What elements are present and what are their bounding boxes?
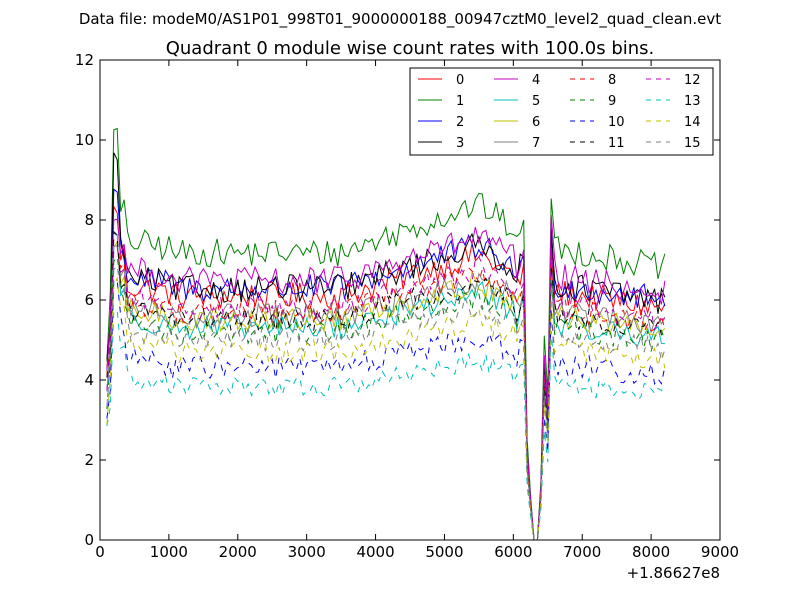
- series-line-14: [106, 276, 666, 541]
- legend-box: [409, 67, 714, 156]
- chart-suptitle: Data file: modeM0/AS1P01_998T01_90000001…: [79, 10, 721, 29]
- axis-ticks: 0 1000 2000 3000 4000 5000 6000 7000 8000 9000 0 2 4…: [75, 51, 739, 561]
- y-tick-label: 8: [84, 211, 94, 229]
- series-line-8: [106, 236, 666, 541]
- x-tick-label: 0: [95, 543, 105, 561]
- series-line-1: [106, 127, 666, 541]
- x-tick-label: 4000: [356, 543, 394, 561]
- x-tick-label: 5000: [425, 543, 463, 561]
- x-offset-label: +1.86627e8: [627, 564, 720, 582]
- x-tick-label: 3000: [288, 543, 326, 561]
- legend-label-7: 7: [532, 136, 540, 151]
- series-line-3: [106, 152, 666, 541]
- legend-label-12: 12: [684, 73, 701, 88]
- series-line-0: [106, 204, 666, 541]
- chart-title: Quadrant 0 module wise count rates with …: [166, 38, 655, 59]
- legend-label-8: 8: [608, 73, 616, 88]
- y-tick-label: 0: [84, 531, 94, 549]
- legend-label-3: 3: [456, 136, 464, 151]
- x-tick-label: 1000: [150, 543, 188, 561]
- series-line-12: [106, 245, 665, 541]
- x-tick-label: 7000: [563, 543, 601, 561]
- x-tick-label: 9000: [701, 543, 739, 561]
- plot-lines: [106, 127, 666, 541]
- legend-label-9: 9: [608, 94, 616, 109]
- legend-label-0: 0: [456, 73, 464, 88]
- y-tick-label: 6: [84, 291, 94, 309]
- y-tick-label: 10: [75, 131, 94, 149]
- series-line-5: [106, 230, 665, 541]
- series-line-11: [106, 230, 666, 541]
- x-tick-label: 2000: [219, 543, 257, 561]
- legend-label-15: 15: [684, 136, 701, 151]
- legend-label-14: 14: [684, 115, 701, 130]
- legend-label-4: 4: [532, 73, 540, 88]
- y-tick-label: 4: [84, 371, 94, 389]
- legend-label-13: 13: [684, 94, 701, 109]
- series-line-6: [106, 240, 666, 541]
- y-tick-label: 12: [75, 51, 94, 69]
- series-line-4: [106, 214, 666, 541]
- legend-label-11: 11: [608, 136, 625, 151]
- legend-label-1: 1: [456, 94, 464, 109]
- series-line-15: [106, 264, 666, 541]
- x-tick-label: 6000: [494, 543, 532, 561]
- y-tick-label: 2: [84, 451, 94, 469]
- legend-label-5: 5: [532, 94, 540, 109]
- legend-label-2: 2: [456, 115, 464, 130]
- series-line-2: [106, 188, 666, 541]
- legend-label-6: 6: [532, 115, 540, 130]
- legend-label-10: 10: [608, 115, 625, 130]
- x-tick-label: 8000: [632, 543, 670, 561]
